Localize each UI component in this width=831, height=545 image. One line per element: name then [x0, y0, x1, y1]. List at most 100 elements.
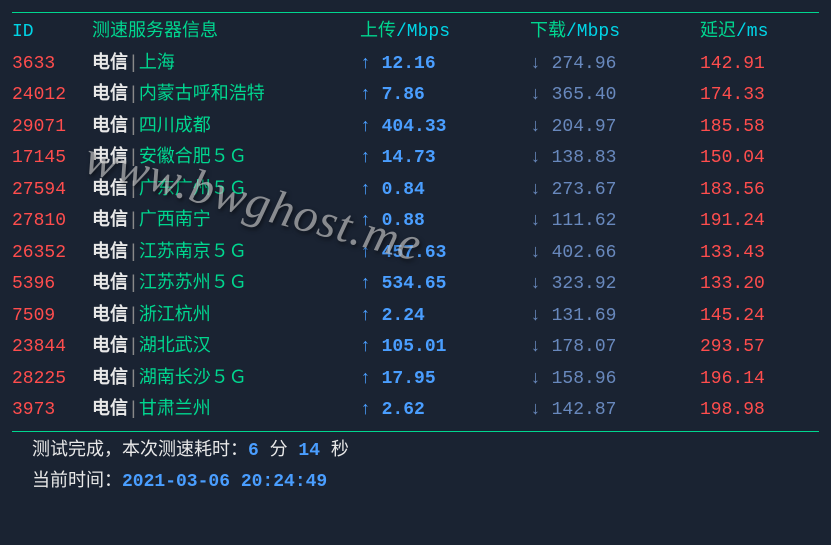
carrier-label: 电信 — [92, 337, 128, 357]
cell-id: 7509 — [12, 301, 92, 333]
cell-id: 3633 — [12, 49, 92, 81]
table-row: 29071电信|四川成都↑ 404.33↓ 204.97185.58 — [12, 112, 819, 144]
cell-server: 电信|江苏南京５Ｇ — [92, 238, 360, 270]
separator: | — [128, 274, 139, 294]
header-server: 测速服务器信息 — [92, 17, 360, 49]
down-arrow-icon: ↓ — [530, 117, 541, 137]
cell-download: ↓ 204.97 — [530, 112, 700, 144]
upload-value: 0.88 — [382, 211, 425, 231]
carrier-label: 电信 — [92, 274, 128, 294]
upload-value: 0.84 — [382, 180, 425, 200]
table-body: 3633电信|上海↑ 12.16↓ 274.96142.9124012电信|内蒙… — [12, 49, 819, 427]
cell-latency: 191.24 — [700, 206, 820, 238]
carrier-label: 电信 — [92, 306, 128, 326]
location-label: 浙江杭州 — [139, 306, 211, 326]
cell-server: 电信|上海 — [92, 49, 360, 81]
cell-id: 27594 — [12, 175, 92, 207]
separator: | — [128, 180, 139, 200]
carrier-label: 电信 — [92, 54, 128, 74]
cell-download: ↓ 365.40 — [530, 80, 700, 112]
cell-upload: ↑ 404.33 — [360, 112, 530, 144]
download-value: 178.07 — [552, 337, 617, 357]
down-arrow-icon: ↓ — [530, 337, 541, 357]
table-row: 3973电信|甘肃兰州↑ 2.62↓ 142.87198.98 — [12, 395, 819, 427]
cell-download: ↓ 273.67 — [530, 175, 700, 207]
up-arrow-icon: ↑ — [360, 148, 371, 168]
footer-line-2: 当前时间：2021-03-06 20:24:49 — [12, 467, 819, 499]
location-label: 内蒙古呼和浩特 — [139, 85, 265, 105]
separator: | — [128, 54, 139, 74]
up-arrow-icon: ↑ — [360, 337, 371, 357]
cell-latency: 133.20 — [700, 269, 820, 301]
up-arrow-icon: ↑ — [360, 211, 371, 231]
cell-id: 24012 — [12, 80, 92, 112]
download-value: 274.96 — [552, 54, 617, 74]
table-row: 27594电信|广东广州５Ｇ↑ 0.84↓ 273.67183.56 — [12, 175, 819, 207]
location-label: 四川成都 — [139, 117, 211, 137]
down-arrow-icon: ↓ — [530, 148, 541, 168]
cell-id: 28225 — [12, 364, 92, 396]
up-arrow-icon: ↑ — [360, 243, 371, 263]
table-row: 3633电信|上海↑ 12.16↓ 274.96142.91 — [12, 49, 819, 81]
location-label: 江苏苏州５Ｇ — [139, 274, 247, 294]
cell-server: 电信|内蒙古呼和浩特 — [92, 80, 360, 112]
table-row: 23844电信|湖北武汉↑ 105.01↓ 178.07293.57 — [12, 332, 819, 364]
download-value: 142.87 — [552, 400, 617, 420]
separator: | — [128, 211, 139, 231]
footer-line-1: 测试完成，本次测速耗时：6 分 14 秒 — [12, 436, 819, 468]
down-arrow-icon: ↓ — [530, 211, 541, 231]
cell-upload: ↑ 2.62 — [360, 395, 530, 427]
upload-value: 404.33 — [382, 117, 447, 137]
carrier-label: 电信 — [92, 400, 128, 420]
carrier-label: 电信 — [92, 85, 128, 105]
cell-upload: ↑ 14.73 — [360, 143, 530, 175]
download-value: 402.66 — [552, 243, 617, 263]
location-label: 广西南宁 — [139, 211, 211, 231]
download-value: 273.67 — [552, 180, 617, 200]
header-upload: 上传/Mbps — [360, 17, 530, 49]
cell-server: 电信|四川成都 — [92, 112, 360, 144]
cell-id: 26352 — [12, 238, 92, 270]
cell-latency: 174.33 — [700, 80, 820, 112]
cell-upload: ↑ 534.65 — [360, 269, 530, 301]
cell-latency: 145.24 — [700, 301, 820, 333]
cell-download: ↓ 323.92 — [530, 269, 700, 301]
cell-id: 3973 — [12, 395, 92, 427]
cell-latency: 196.14 — [700, 364, 820, 396]
download-value: 204.97 — [552, 117, 617, 137]
download-value: 131.69 — [552, 306, 617, 326]
cell-download: ↓ 111.62 — [530, 206, 700, 238]
location-label: 湖南长沙５Ｇ — [139, 369, 247, 389]
cell-latency: 198.98 — [700, 395, 820, 427]
carrier-label: 电信 — [92, 117, 128, 137]
location-label: 上海 — [139, 54, 175, 74]
up-arrow-icon: ↑ — [360, 180, 371, 200]
table-row: 7509电信|浙江杭州↑ 2.24↓ 131.69145.24 — [12, 301, 819, 333]
upload-value: 12.16 — [382, 54, 436, 74]
cell-server: 电信|甘肃兰州 — [92, 395, 360, 427]
table-row: 26352电信|江苏南京５Ｇ↑ 457.63↓ 402.66133.43 — [12, 238, 819, 270]
cell-latency: 150.04 — [700, 143, 820, 175]
cell-download: ↓ 158.96 — [530, 364, 700, 396]
header-latency: 延迟/ms — [700, 17, 820, 49]
separator: | — [128, 337, 139, 357]
cell-id: 27810 — [12, 206, 92, 238]
cell-upload: ↑ 12.16 — [360, 49, 530, 81]
cell-download: ↓ 131.69 — [530, 301, 700, 333]
cell-upload: ↑ 2.24 — [360, 301, 530, 333]
up-arrow-icon: ↑ — [360, 117, 371, 137]
down-arrow-icon: ↓ — [530, 85, 541, 105]
carrier-label: 电信 — [92, 369, 128, 389]
cell-server: 电信|浙江杭州 — [92, 301, 360, 333]
up-arrow-icon: ↑ — [360, 274, 371, 294]
location-label: 广东广州５Ｇ — [139, 180, 247, 200]
location-label: 甘肃兰州 — [139, 400, 211, 420]
cell-server: 电信|江苏苏州５Ｇ — [92, 269, 360, 301]
download-value: 138.83 — [552, 148, 617, 168]
separator: | — [128, 306, 139, 326]
cell-download: ↓ 402.66 — [530, 238, 700, 270]
cell-upload: ↑ 457.63 — [360, 238, 530, 270]
header-download: 下载/Mbps — [530, 17, 700, 49]
upload-value: 14.73 — [382, 148, 436, 168]
table-row: 27810电信|广西南宁↑ 0.88↓ 111.62191.24 — [12, 206, 819, 238]
